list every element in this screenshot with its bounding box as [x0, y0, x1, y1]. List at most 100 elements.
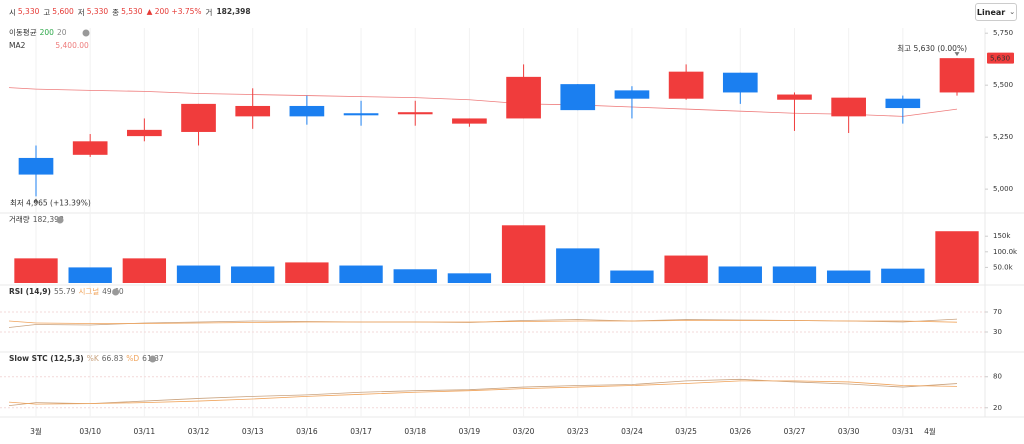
- header-label: 저: [77, 8, 85, 17]
- volume-bar: [610, 270, 654, 283]
- candle-body: [18, 157, 54, 175]
- candle-body: [452, 118, 487, 124]
- header-value: 5,600: [52, 7, 74, 16]
- legend-text: 200: [40, 28, 55, 37]
- low-marker: [33, 198, 39, 203]
- line-lead: [8, 324, 37, 328]
- x-tick-label: 03/31: [892, 427, 914, 436]
- close-icon: [149, 355, 157, 363]
- y-tick-label: 80: [993, 373, 1002, 381]
- close-icon: [56, 216, 64, 224]
- candle-body: [506, 76, 541, 119]
- price-tag: [987, 52, 1014, 64]
- ma-lead: [8, 87, 37, 90]
- y-tick-label: 50.0k: [993, 263, 1014, 271]
- ma-line: [35, 88, 958, 117]
- x-tick-label: 03/18: [404, 427, 426, 436]
- volume-bar: [826, 270, 871, 283]
- volume-bar: [664, 255, 708, 283]
- volume-bar: [501, 225, 546, 283]
- scale-label[interactable]: Linear: [976, 7, 1006, 17]
- volume-bar: [68, 267, 112, 283]
- header-value: 5,330: [17, 7, 40, 16]
- legend-text: %K: [87, 354, 100, 363]
- y-tick-label: 20: [993, 404, 1002, 412]
- legend: MA2 5,400.00: [9, 41, 89, 50]
- line-lead: [8, 320, 37, 324]
- line-lead: [8, 401, 37, 405]
- candle-body: [397, 112, 433, 115]
- close-icon: [82, 29, 90, 37]
- candle-body: [614, 90, 650, 99]
- header: 시 5,330 고 5,600 저 5,330 종 5,530 ▲ 200 +3.75% 거 182…: [9, 7, 251, 18]
- volume-bar: [231, 266, 275, 283]
- legend-text: 거래량: [9, 215, 30, 224]
- x-tick-label: 3월: [30, 426, 42, 436]
- legend-text: 이동평균: [9, 27, 37, 37]
- legend-text: 55.79: [54, 287, 76, 296]
- legend-text: Slow STC (12,5,3): [9, 354, 84, 363]
- volume-bar: [339, 265, 383, 283]
- candle-body: [939, 58, 975, 93]
- legend: 이동평균 200 20: [9, 27, 67, 37]
- header-item: 저 5,330: [78, 7, 108, 18]
- chevron[interactable]: ⌄: [1009, 8, 1016, 16]
- header-value: 5,530: [121, 7, 143, 16]
- x-tick-label: 03/12: [188, 427, 210, 436]
- legend-text: 182,398: [33, 215, 64, 224]
- candle-body: [885, 98, 921, 109]
- header-label: 시: [9, 8, 16, 17]
- x-tick-label: 03/26: [729, 427, 751, 436]
- low-annotation: 최저 4,965 (+13.39%): [10, 197, 91, 207]
- header-change: ▲ 200 +3.75%: [146, 7, 202, 16]
- line-lead: [8, 402, 37, 406]
- indicator-line: [35, 378, 958, 405]
- volume-bar: [881, 268, 925, 283]
- header-item: 시 5,330: [9, 7, 39, 18]
- y-tick-label: 5,000: [993, 185, 1013, 193]
- volume-bar: [393, 269, 437, 283]
- header-volume: 182,398: [216, 7, 251, 16]
- price-tag-label: 5,630: [990, 55, 1010, 63]
- legend-text: MA2: [9, 41, 26, 50]
- header-item: 고 5,600: [43, 7, 73, 18]
- y-tick-label: 150k: [993, 232, 1011, 240]
- candle-body: [831, 97, 866, 117]
- candle-body: [235, 105, 271, 117]
- x-tick-label: 03/30: [838, 427, 860, 436]
- scale-button[interactable]: Linear ⌄: [975, 3, 1017, 21]
- x-tick-label: 03/17: [350, 427, 372, 436]
- indicator-line: [35, 320, 958, 324]
- y-tick-label: 5,500: [993, 81, 1013, 89]
- legend-text: RSI (14,9): [9, 287, 51, 296]
- header-volume-label: 거: [205, 8, 213, 17]
- x-tick-label: 03/25: [675, 427, 697, 436]
- close-icon: [112, 288, 120, 296]
- candle-body: [668, 71, 704, 99]
- y-tick-label: 100.0k: [993, 248, 1018, 256]
- y-tick-label: 5,250: [993, 133, 1013, 141]
- legend: RSI (14,9)55.79시그널49.60: [9, 287, 124, 296]
- x-tick-label: 03/11: [134, 427, 156, 436]
- high-annotation: 최고 5,630 (0.00%): [897, 43, 967, 53]
- legend-text: 시그널: [78, 287, 99, 296]
- volume-bar: [556, 248, 600, 283]
- x-tick-label: 03/23: [567, 427, 589, 436]
- legend-text: 20: [57, 28, 67, 37]
- header-label: 고: [43, 8, 51, 17]
- header-value: 5,330: [86, 7, 109, 16]
- candle-body: [777, 94, 812, 100]
- x-tick-label: 03/24: [621, 427, 643, 436]
- indicator-line: [35, 380, 958, 405]
- legend-text: 5,400.00: [55, 41, 89, 50]
- x-tick-label: 03/20: [513, 427, 535, 436]
- candle-body: [72, 141, 108, 155]
- x-tick-label: 03/13: [242, 427, 264, 436]
- legend-text: %D: [126, 354, 139, 363]
- volume-bar: [122, 258, 167, 283]
- y-tick-label: 5,750: [993, 29, 1013, 37]
- candle-body: [560, 84, 596, 111]
- legend-text: 66.83: [102, 354, 124, 363]
